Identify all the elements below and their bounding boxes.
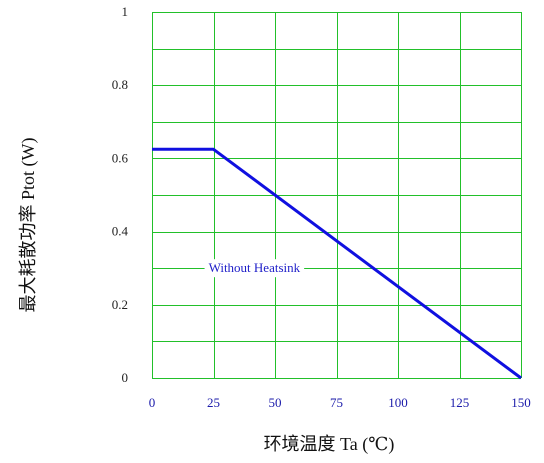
y-axis-label: 最大耗散功率 Ptot (W) xyxy=(18,138,39,313)
annotation-label: Without Heatsink xyxy=(209,260,301,275)
y-tick-labels: 0 0.2 0.4 0.6 0.8 1 xyxy=(112,4,129,385)
y-tick-label: 0.6 xyxy=(112,150,129,165)
x-axis-label: 环境温度 Ta (℃) xyxy=(264,434,395,455)
x-tick-label: 150 xyxy=(511,395,531,410)
series-line xyxy=(152,147,522,380)
y-tick-label: 0.4 xyxy=(112,224,129,239)
x-tick-label: 100 xyxy=(388,395,408,410)
grid-lines xyxy=(152,12,522,379)
y-tick-label: 0.8 xyxy=(112,77,128,92)
x-tick-labels: 0 25 50 75 100 125 150 xyxy=(149,395,531,410)
x-tick-label: 75 xyxy=(330,395,343,410)
annotations: Without Heatsink xyxy=(204,259,305,278)
x-tick-label: 0 xyxy=(149,395,156,410)
annotation: Without Heatsink xyxy=(204,259,305,278)
x-tick-label: 50 xyxy=(269,395,282,410)
series-lines xyxy=(152,147,522,380)
annotation-background xyxy=(204,259,305,278)
x-tick-label: 125 xyxy=(450,395,470,410)
y-tick-label: 0.2 xyxy=(112,297,128,312)
y-tick-label: 0 xyxy=(122,370,129,385)
y-tick-label: 1 xyxy=(122,4,129,19)
x-tick-label: 25 xyxy=(207,395,220,410)
